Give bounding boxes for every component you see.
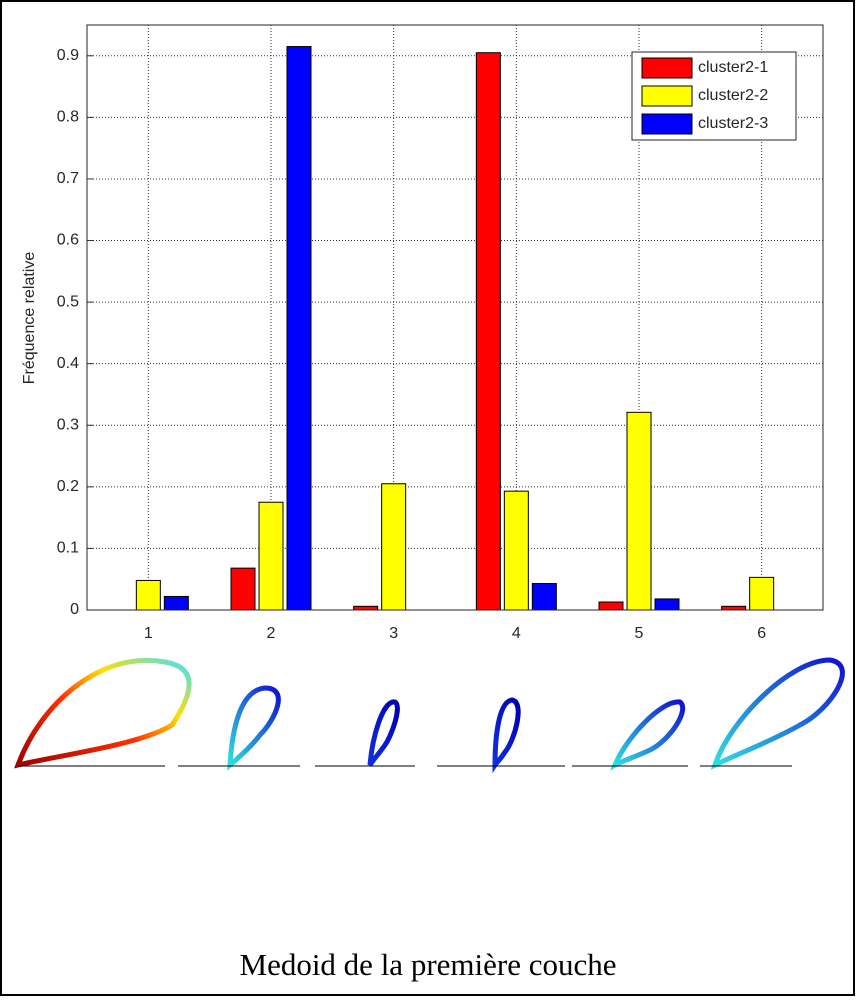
x-tick-label: 3 xyxy=(389,625,398,642)
shape xyxy=(367,699,400,767)
bar xyxy=(721,605,747,611)
bar xyxy=(230,567,256,611)
shape xyxy=(227,685,281,771)
bar xyxy=(163,595,189,611)
shape xyxy=(14,657,192,769)
y-axis-label: Fréquence relative xyxy=(21,252,38,385)
bar xyxy=(531,583,557,611)
axes-box xyxy=(86,24,824,611)
bar xyxy=(749,576,775,611)
bar xyxy=(598,601,624,611)
x-tick-label: 4 xyxy=(512,625,521,642)
y-tick-label: 0.1 xyxy=(57,540,79,557)
legend-swatch xyxy=(641,113,693,135)
x-tick-label: 2 xyxy=(267,625,276,642)
caption: Medoid de la première couche xyxy=(240,947,617,982)
y-tick-label: 0.9 xyxy=(57,47,79,64)
x-tick-label: 5 xyxy=(635,625,644,642)
bar xyxy=(475,52,501,611)
bar xyxy=(135,579,161,611)
legend-swatch xyxy=(641,57,693,79)
bar xyxy=(626,411,652,611)
legend-label: cluster2-1 xyxy=(698,59,768,76)
legend-label: cluster2-3 xyxy=(698,115,768,132)
y-tick-label: 0 xyxy=(70,601,79,618)
x-tick-label: 1 xyxy=(144,625,153,642)
airfoils xyxy=(14,657,845,774)
y-tick-label: 0.4 xyxy=(57,355,79,372)
bar xyxy=(503,490,529,611)
y-tick-label: 0.8 xyxy=(57,109,79,126)
bar xyxy=(381,483,407,611)
y-tick-label: 0.6 xyxy=(57,232,79,249)
shape xyxy=(610,699,686,771)
bar xyxy=(353,605,379,611)
y-tick-label: 0.3 xyxy=(57,416,79,433)
bar xyxy=(258,501,284,611)
y-tick-label: 0.5 xyxy=(57,293,79,310)
y-tick-label: 0.2 xyxy=(57,478,79,495)
legend-label: cluster2-2 xyxy=(698,87,768,104)
bar xyxy=(654,598,680,611)
y-tick-label: 0.7 xyxy=(57,170,79,187)
x-tick-label: 6 xyxy=(757,625,766,642)
shape xyxy=(492,697,521,774)
bar xyxy=(286,46,312,611)
shape xyxy=(710,657,845,770)
legend-swatch xyxy=(641,85,693,107)
